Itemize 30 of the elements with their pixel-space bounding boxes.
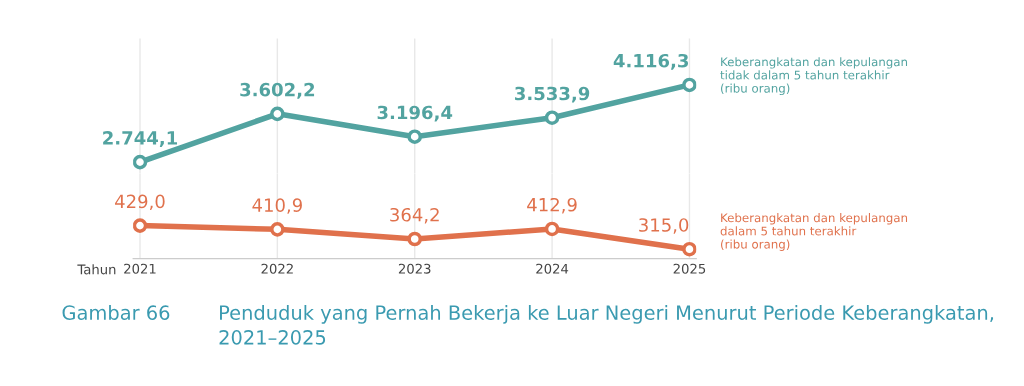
point (133, 154, 148, 170)
point (270, 106, 285, 122)
point (407, 129, 423, 144)
data-label: 3.196,4 (377, 105, 453, 122)
data-label: 315,0 (639, 218, 689, 234)
x-tick-label: 2021 (124, 263, 156, 274)
data-label: 3.533,9 (515, 86, 590, 103)
data-label: 364,2 (390, 207, 439, 224)
point (133, 218, 148, 233)
point (544, 221, 560, 237)
x-tick-label: 2023 (398, 263, 431, 274)
x-axis-title: Tahun (77, 264, 116, 275)
x-tick-label: 2025 (673, 263, 706, 274)
data-label: 4.116,3 (613, 53, 689, 70)
text: Gambar 66 (62, 304, 170, 320)
point (270, 222, 285, 237)
data-label: 2.744,1 (103, 131, 178, 148)
data-label: 3.602,2 (240, 82, 315, 99)
data-label: 410,9 (252, 198, 302, 214)
point (682, 77, 697, 93)
x-tick-label: 2024 (536, 263, 569, 274)
point (407, 231, 423, 247)
text: Keberangkatan dan kepulangan dalam 5 tahun terakhir (ribu orang) (720, 213, 908, 251)
point (682, 241, 697, 257)
point (544, 110, 560, 125)
text: Keberangkatan dan kepulangan tidak dalam 5 tahun terakhir (ribu orang) (720, 57, 908, 96)
data-label: 412,9 (527, 197, 577, 214)
x-tick-label: 2022 (261, 263, 293, 274)
text: Penduduk yang Pernah Bekerja ke Luar Negeri Menurut Periode Keberangkatan, 2021–2025 (219, 304, 994, 345)
data-label: 429,0 (115, 194, 165, 211)
